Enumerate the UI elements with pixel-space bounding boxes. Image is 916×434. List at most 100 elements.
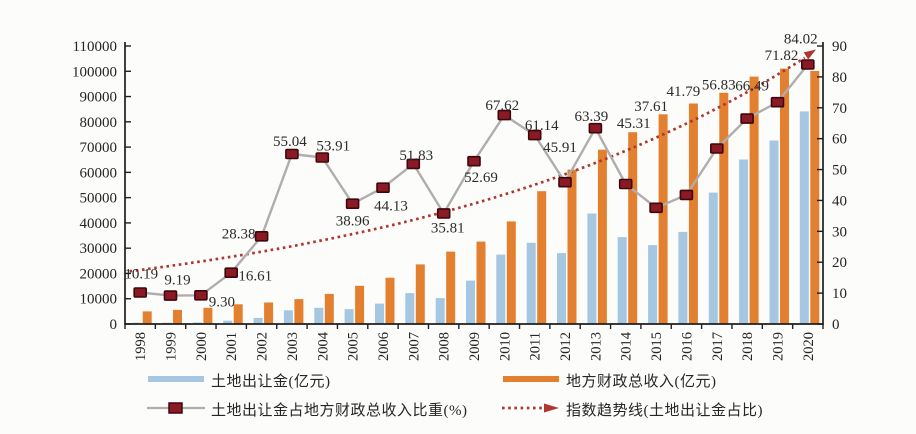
bar-fiscal-revenue-2004 [324,293,334,324]
ratio-value-label-2018: 66.49 [735,79,769,95]
ratio-value-label-2009: 52.69 [464,170,498,186]
ratio-marker-2011 [527,129,542,141]
bar-land-transfer-2014 [617,237,627,324]
legend-item-fiscal-revenue: 地方财政总收入(亿元) [502,372,717,390]
right-axis-tick-label: 10 [832,286,847,302]
bar-land-transfer-2005 [344,309,354,324]
bar-land-transfer-2007 [405,293,415,324]
bar-fiscal-revenue-2001 [233,304,243,324]
year-label-1998: 1998 [133,332,149,361]
bar-fiscal-revenue-2014 [628,132,638,324]
left-axis-tick-label: 110000 [73,39,117,55]
left-axis-tick-label: 80000 [80,115,118,131]
left-axis-tick-label: 40000 [80,216,118,232]
bar-fiscal-revenue-2012 [567,169,577,324]
bar-fiscal-revenue-2020 [810,71,820,324]
ratio-marker-2019 [770,96,785,108]
legend-label-fiscal-revenue: 地方财政总收入(亿元) [566,373,717,390]
bar-land-transfer-2017 [708,192,718,324]
bar-land-transfer-2019 [769,140,779,324]
bar-land-transfer-2020 [799,111,809,325]
ratio-markers [133,59,815,301]
ratio-value-label-2014: 45.31 [617,116,651,132]
right-axis-tick-label: 30 [832,224,847,240]
ratio-value-label-2017: 56.83 [702,78,736,94]
bar-fiscal-revenue-2019 [780,68,789,324]
ratio-value-label-2000: 9.30 [209,294,235,310]
left-axis-tick-label: 100000 [72,64,117,80]
year-label-2019: 2019 [770,332,786,361]
bar-land-transfer-2018 [739,159,749,324]
year-label-1999: 1999 [164,332,180,361]
right-axis-tick-label: 0 [832,317,840,333]
ratio-value-label-2011: 61.14 [525,118,559,134]
ratio-value-label-2015: 37.61 [634,99,668,115]
ratio-marker-2015 [649,202,663,214]
legend-swatch-ratio-line [147,402,205,416]
ratio-marker-2002 [254,231,269,242]
year-label-2003: 2003 [285,332,301,361]
bar-fiscal-revenue-2003 [294,299,304,324]
bars-fiscal-revenue [142,68,820,324]
year-label-2020: 2020 [801,332,817,361]
bar-fiscal-revenue-2005 [355,285,365,324]
bar-fiscal-revenue-1998 [142,311,152,324]
ratio-marker-2007 [406,158,421,170]
year-label-2007: 2007 [406,332,422,361]
right-axis-tick-label: 60 [832,132,847,148]
year-label-2011: 2011 [528,332,544,360]
bar-fiscal-revenue-2008 [446,251,456,324]
bar-land-transfer-2010 [496,254,506,324]
ratio-value-label-1999: 9.19 [164,273,190,289]
right-axis-tick-label: 40 [832,193,847,209]
year-label-2008: 2008 [437,332,453,361]
bar-land-transfer-2002 [253,317,263,324]
trend-line [129,49,816,273]
ratio-marker-2000 [194,289,208,301]
left-axis-tick-label: 20000 [80,266,118,282]
bar-fiscal-revenue-1999 [173,309,182,324]
year-label-2000: 2000 [194,332,210,361]
ratio-marker-2016 [679,189,694,201]
ratio-marker-2014 [618,178,633,190]
legend-label-land-transfer-fee: 土地出让金(亿元) [211,373,331,390]
bar-fiscal-revenue-2018 [749,76,759,324]
bar-land-transfer-2006 [375,303,384,324]
left-axis-tick-label: 30000 [80,241,118,257]
year-label-2017: 2017 [710,332,726,361]
bar-fiscal-revenue-2007 [415,264,425,324]
ratio-value-label-1998: 10.19 [124,267,158,283]
bar-land-transfer-2013 [587,213,597,324]
left-axis-tick-label: 60000 [80,165,118,181]
ratio-marker-2009 [467,155,481,167]
legend-item-ratio-line: 土地出让金占地方财政总收入比重(%) [147,401,468,419]
left-axis-tick-label: 10000 [80,292,118,308]
bar-land-transfer-2008 [435,298,445,324]
thick-line-swatch-glyph [148,376,204,382]
left-axis-tick-label: 50000 [80,191,118,207]
year-label-2006: 2006 [376,332,392,361]
legend-swatch-trend-line [502,402,560,416]
legend-swatch-land-transfer-fee [147,373,205,387]
year-label-2018: 2018 [740,332,756,361]
bar-land-transfer-2015 [648,245,658,324]
right-axis-tick-label: 90 [832,39,847,55]
bar-land-transfer-2011 [526,242,536,324]
bar-land-transfer-2009 [466,280,475,324]
ratio-marker-2008 [436,208,451,219]
bar-fiscal-revenue-2016 [688,103,698,324]
right-axis-tick-label: 70 [832,101,847,117]
ratio-marker-2006 [376,182,390,193]
ratio-marker-2017 [709,143,724,154]
bar-fiscal-revenue-2010 [506,221,516,324]
left-axis-tick-label: 90000 [80,90,118,106]
year-label-2005: 2005 [346,332,362,361]
right-axis-tick-label: 50 [832,163,847,179]
axis-frame [124,42,824,325]
right-axis-tick-label: 80 [832,70,847,86]
ratio-value-label-2019: 71.82 [765,48,799,64]
left-axis-tick-label: 0 [110,317,118,333]
